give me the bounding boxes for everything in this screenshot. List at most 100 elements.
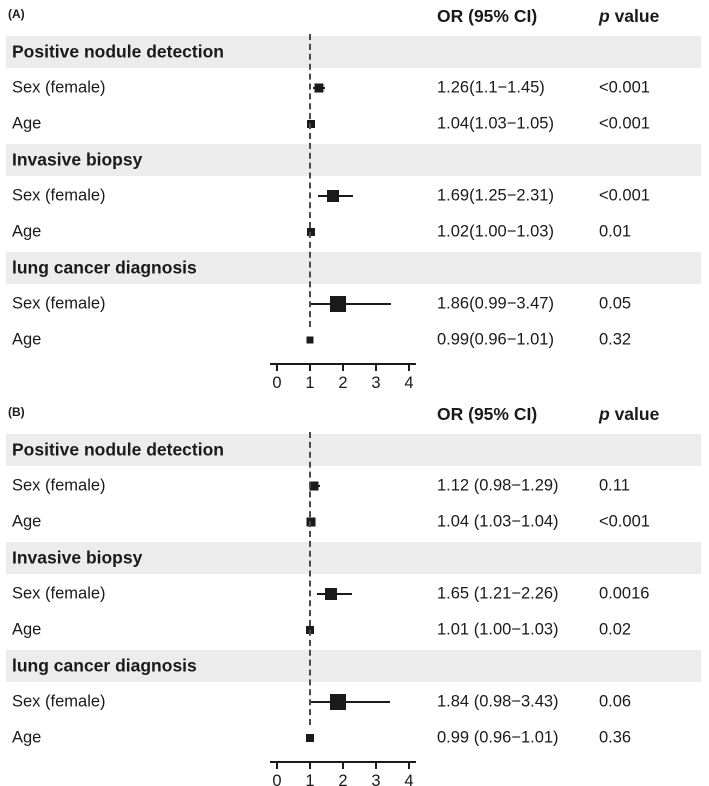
row-label: Age	[12, 114, 42, 133]
or-point-marker	[330, 296, 347, 312]
p-value: 0.32	[599, 330, 632, 349]
row-label: Sex (female)	[12, 294, 106, 313]
forest-row: Sex (female) 1.65 (1.21−2.26) 0.0016	[0, 576, 709, 612]
x-axis-tick	[342, 363, 344, 371]
x-axis-tick-label: 3	[371, 772, 381, 786]
or-point-marker	[325, 588, 338, 600]
or-point-marker	[314, 83, 324, 93]
panel-label: (A)	[8, 7, 25, 21]
x-axis-tick	[276, 363, 278, 371]
x-axis-tick-label: 0	[272, 772, 282, 786]
forest-row: Sex (female) 1.86(0.99−3.47) 0.05	[0, 286, 709, 322]
row-label: Age	[12, 330, 42, 349]
p-header-italic: p	[599, 6, 610, 26]
x-axis-tick	[375, 761, 377, 769]
reference-line	[309, 34, 311, 327]
panel-header: (A) OR (95% CI) p value	[0, 2, 709, 34]
section-header-row: Positive nodule detection	[0, 432, 709, 468]
section-title: Positive nodule detection	[12, 41, 224, 62]
or-column-header: OR (95% CI)	[437, 404, 538, 424]
panel-header: (B) OR (95% CI) p value	[0, 400, 709, 432]
row-label: Sex (female)	[12, 476, 106, 495]
x-axis-tick	[375, 363, 377, 371]
section-header-row: lung cancer diagnosis	[0, 648, 709, 684]
or-value: 0.99 (0.96−1.01)	[437, 728, 559, 747]
x-axis-tick	[276, 761, 278, 769]
x-axis-tick-label: 4	[404, 772, 414, 786]
row-label: Age	[12, 728, 42, 747]
section-title: lung cancer diagnosis	[12, 655, 197, 676]
p-header-rest: value	[609, 6, 660, 26]
or-value: 0.99(0.96−1.01)	[437, 330, 554, 349]
row-label: Age	[12, 620, 42, 639]
x-axis-tick-label: 2	[338, 772, 348, 786]
forest-row: Age 1.02(1.00−1.03) 0.01	[0, 214, 709, 250]
p-column-header: p value	[599, 404, 659, 425]
rows-area: Positive nodule detection Sex (female) 1.2…	[0, 34, 709, 358]
or-point-marker	[305, 734, 314, 742]
or-point-marker	[326, 190, 339, 202]
forest-row: Sex (female) 1.84 (0.98−3.43) 0.06	[0, 684, 709, 720]
row-label: Sex (female)	[12, 584, 106, 603]
or-value: 1.86(0.99−3.47)	[437, 294, 554, 313]
x-axis-tick-label: 3	[371, 374, 381, 392]
x-axis-tick-label: 2	[338, 374, 348, 392]
forest-row: Age 1.01 (1.00−1.03) 0.02	[0, 612, 709, 648]
section-title: lung cancer diagnosis	[12, 257, 197, 278]
or-value: 1.84 (0.98−3.43)	[437, 692, 559, 711]
p-value: 0.0016	[599, 584, 650, 603]
forest-panel-b: (B) OR (95% CI) p value Positive nodule det…	[0, 400, 709, 786]
p-column-header: p value	[599, 6, 659, 27]
x-axis: 0 1 2 3 4	[0, 358, 709, 400]
section-header-row: Positive nodule detection	[0, 34, 709, 70]
x-axis-tick-label: 1	[305, 374, 315, 392]
or-value: 1.69(1.25−2.31)	[437, 186, 554, 205]
forest-row: Age 1.04(1.03−1.05) <0.001	[0, 106, 709, 142]
p-value: <0.001	[599, 114, 650, 133]
forest-row: Sex (female) 1.12 (0.98−1.29) 0.11	[0, 468, 709, 504]
x-axis-tick	[309, 761, 311, 769]
row-label: Age	[12, 512, 42, 531]
or-point-marker	[306, 517, 316, 527]
section-header-row: Invasive biopsy	[0, 540, 709, 576]
or-point-marker	[306, 336, 314, 344]
or-value: 1.02(1.00−1.03)	[437, 222, 554, 241]
or-value: 1.12 (0.98−1.29)	[437, 476, 559, 495]
or-point-marker	[307, 120, 316, 128]
p-value: 0.05	[599, 294, 632, 313]
section-title: Positive nodule detection	[12, 439, 224, 460]
p-value: 0.36	[599, 728, 632, 747]
or-value: 1.04(1.03−1.05)	[437, 114, 554, 133]
row-label: Sex (female)	[12, 692, 106, 711]
x-axis: 0 1 2 3 4	[0, 756, 709, 786]
panel-label: (B)	[8, 405, 25, 419]
row-label: Sex (female)	[12, 186, 106, 205]
section-title: Invasive biopsy	[12, 149, 143, 170]
p-header-rest: value	[609, 404, 660, 424]
row-label: Sex (female)	[12, 78, 106, 97]
x-axis-tick	[408, 363, 410, 371]
p-value: <0.001	[599, 512, 650, 531]
forest-row: Age 1.04 (1.03−1.04) <0.001	[0, 504, 709, 540]
x-axis-tick-label: 0	[272, 374, 282, 392]
rows-area: Positive nodule detection Sex (female) 1.1…	[0, 432, 709, 756]
forest-row: Age 0.99 (0.96−1.01) 0.36	[0, 720, 709, 756]
section-header-row: Invasive biopsy	[0, 142, 709, 178]
x-axis-tick	[408, 761, 410, 769]
x-axis-tick	[309, 363, 311, 371]
or-value: 1.26(1.1−1.45)	[437, 78, 545, 97]
x-axis-tick-label: 1	[305, 772, 315, 786]
forest-row: Age 0.99(0.96−1.01) 0.32	[0, 322, 709, 358]
confidence-interval-line	[309, 303, 392, 305]
forest-row: Sex (female) 1.69(1.25−2.31) <0.001	[0, 178, 709, 214]
or-value: 1.01 (1.00−1.03)	[437, 620, 559, 639]
p-header-italic: p	[599, 404, 610, 424]
or-column-header: OR (95% CI)	[437, 6, 538, 26]
p-value: <0.001	[599, 186, 650, 205]
p-value: 0.11	[599, 476, 630, 495]
or-point-marker	[329, 694, 346, 710]
forest-panel-a: (A) OR (95% CI) p value Positive nodule det…	[0, 2, 709, 392]
p-value: 0.06	[599, 692, 632, 711]
reference-line	[309, 432, 311, 725]
